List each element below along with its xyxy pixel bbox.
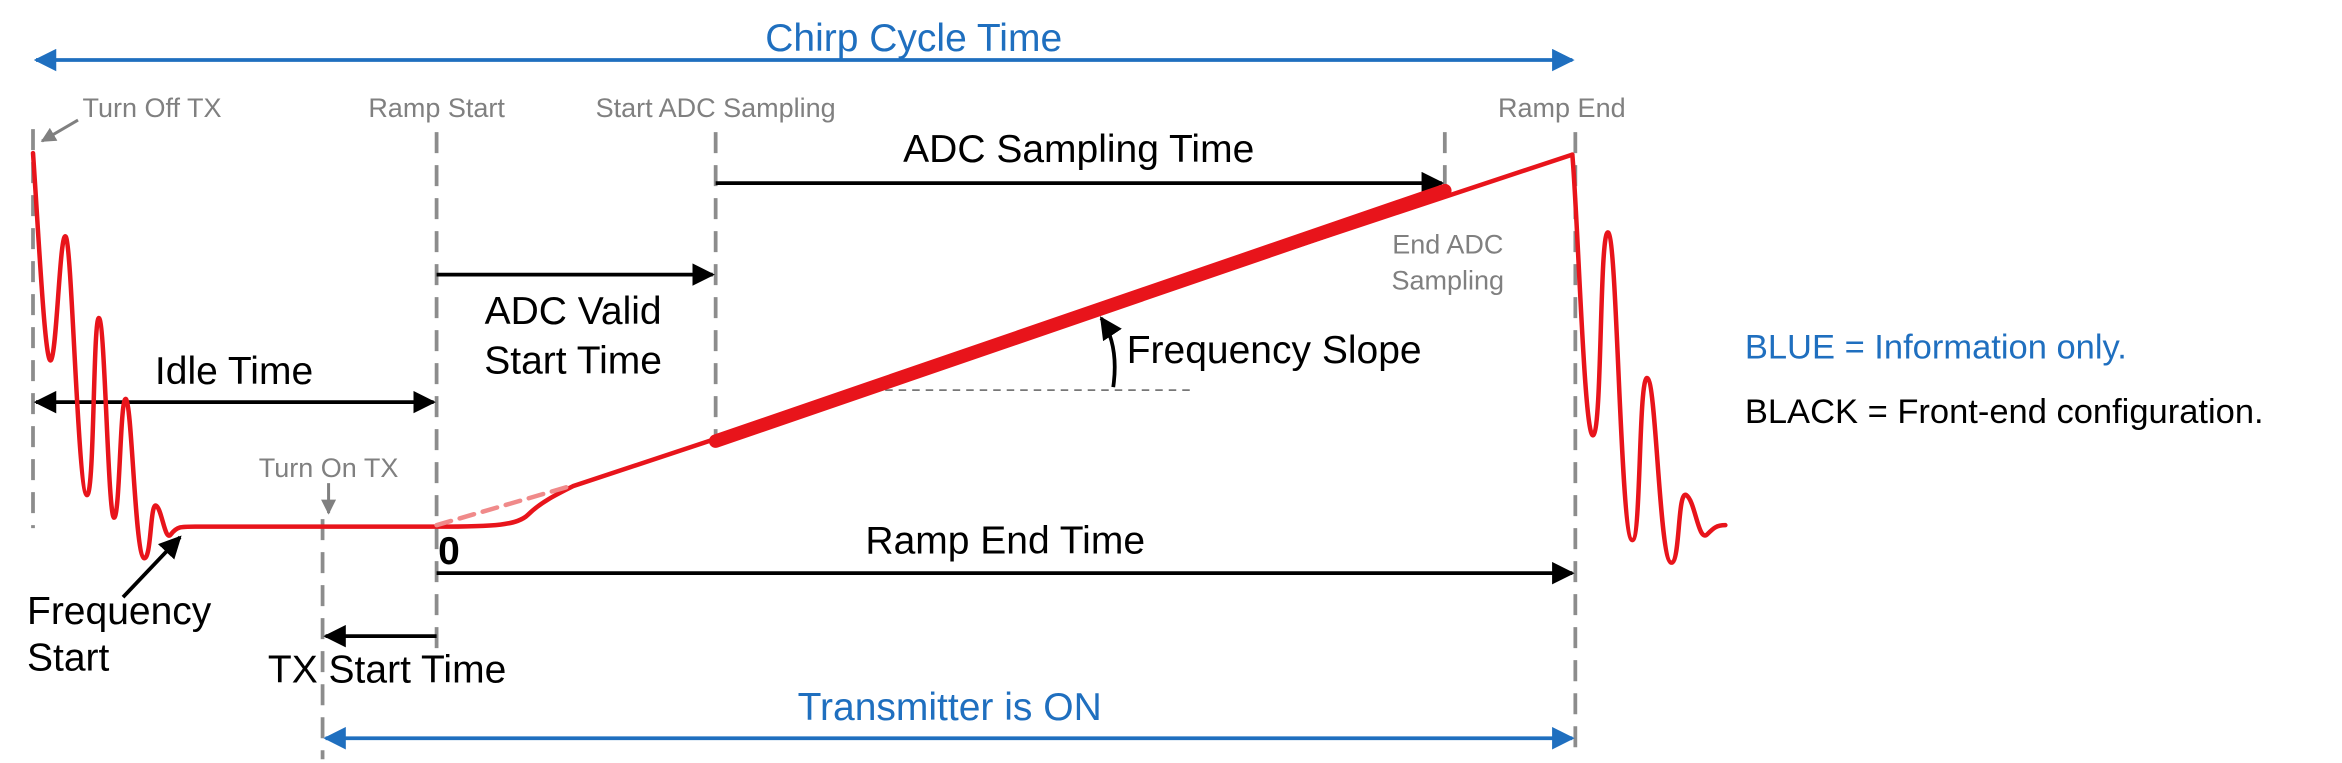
parameter-label: Frequency: [27, 590, 212, 633]
parameter-label: Ramp End Time: [865, 520, 1145, 563]
parameter-label: Start: [27, 637, 110, 680]
parameter-label: TX Start Time: [268, 649, 506, 692]
event-label: Ramp End: [1498, 93, 1626, 123]
transmitter-label: Transmitter is ON: [798, 686, 1102, 729]
chirp-waveform: [30, 150, 1728, 565]
legend-black: BLACK = Front-end configuration.: [1745, 393, 2264, 431]
slope-arrow: [1099, 316, 1122, 388]
event-label: End ADC: [1392, 230, 1503, 260]
parameter-label: Frequency Slope: [1127, 329, 1422, 372]
parameter-label: Idle Time: [155, 350, 313, 393]
event-label: Turn Off TX: [83, 93, 222, 123]
chirp-cycle-label: Chirp Cycle Time: [765, 17, 1062, 60]
event-label: Ramp Start: [368, 93, 505, 123]
event-label: Sampling: [1392, 266, 1505, 296]
event-label: Turn On TX: [259, 453, 399, 483]
turn-off-pointer: [40, 118, 79, 143]
parameter-label: Start Time: [484, 340, 662, 383]
zero-label: 0: [438, 530, 460, 573]
frequency-start-arrow: [121, 535, 182, 599]
legend-blue: BLUE = Information only.: [1745, 329, 2127, 367]
parameter-label: ADC Sampling Time: [903, 128, 1254, 171]
parameter-label: ADC Valid: [485, 290, 662, 333]
event-label: Start ADC Sampling: [596, 93, 836, 123]
